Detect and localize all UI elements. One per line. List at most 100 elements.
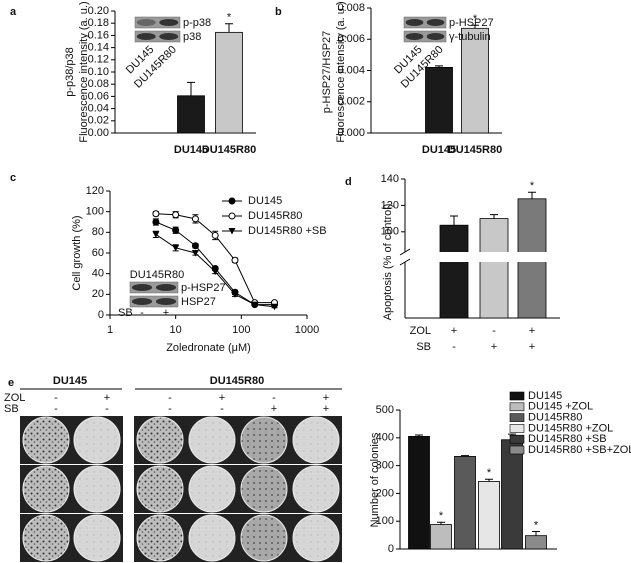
legend-label: DU145R80 +SB+ZOL — [528, 444, 631, 456]
blot-sign: + — [163, 307, 169, 319]
plate-sign: + — [104, 392, 110, 404]
band — [136, 19, 156, 26]
x-tick-label: 1 — [107, 324, 113, 336]
marker — [211, 231, 219, 239]
condition-sign: + — [529, 325, 535, 337]
y-axis-label: Fluorescence intensity (a. u.) — [335, 1, 347, 142]
panel-letter: a — [10, 6, 17, 18]
plate-sign: + — [323, 392, 329, 404]
plate — [240, 514, 288, 562]
plate-sign: - — [220, 403, 224, 415]
y-axis-label: Fluorescence intensity (a. u.) — [78, 1, 90, 142]
legend-swatch — [509, 424, 525, 433]
y-tick-label: 140 — [381, 173, 399, 185]
legend-label: DU145R80 — [248, 210, 302, 222]
plate — [292, 465, 340, 513]
band — [405, 33, 424, 40]
error-bar — [415, 434, 423, 437]
marker — [191, 250, 199, 257]
x-tick-label: DU145R80 — [448, 144, 502, 156]
y-tick-label: 60 — [92, 247, 104, 259]
significance: * — [473, 13, 478, 25]
blot-row — [134, 16, 181, 29]
x-tick-label: 100 — [232, 324, 250, 336]
error-bar — [490, 214, 498, 219]
significance: * — [534, 519, 539, 531]
legend-swatch — [509, 402, 525, 412]
y-tick-label: 0.008 — [337, 2, 365, 14]
marker — [231, 291, 239, 298]
blot-row — [403, 30, 447, 43]
marker — [152, 218, 160, 226]
plate-group: DU145R80 — [210, 375, 264, 387]
plate — [136, 514, 184, 562]
plate — [188, 514, 236, 562]
band — [159, 19, 179, 26]
y-tick-label: 400 — [376, 432, 394, 444]
legend-label: DU145R80 +SB — [248, 225, 327, 237]
marker — [172, 244, 180, 252]
marker — [271, 303, 279, 311]
y-tick-label: 0.004 — [337, 64, 365, 76]
band — [405, 19, 424, 26]
legend-marker — [228, 212, 236, 220]
plate-group: DU145 — [53, 375, 87, 387]
condition-label: SB — [416, 341, 431, 353]
band — [426, 33, 445, 40]
plate-sign: - — [54, 403, 58, 415]
blot-label: p-HSP27 — [181, 282, 226, 294]
y-tick-label: 0.06 — [88, 90, 109, 102]
condition-sign: - — [492, 325, 496, 337]
blot-label: p-p38 — [183, 17, 211, 29]
band — [155, 284, 177, 291]
error-bar — [437, 521, 445, 525]
axis-break — [399, 252, 548, 262]
y-tick-label: 80 — [92, 226, 104, 238]
panel-letter: e — [8, 377, 14, 389]
bar — [177, 95, 205, 134]
legend-label: DU145 +ZOL — [528, 401, 593, 413]
y-tick-label: 0 — [98, 309, 104, 321]
y-tick-label: 100 — [376, 515, 394, 527]
y-tick-label: 100 — [381, 226, 399, 238]
marker — [191, 215, 199, 223]
plate — [188, 465, 236, 513]
plate — [22, 416, 70, 464]
plate — [136, 465, 184, 513]
blot-label: γ-tubulin — [449, 31, 491, 43]
y-tick-label: 0.000 — [337, 127, 365, 139]
marker — [251, 301, 259, 309]
blot-row — [129, 295, 179, 308]
y-tick-label: 0.10 — [88, 66, 109, 78]
bar — [501, 439, 523, 550]
error-bar — [225, 23, 233, 33]
marker — [211, 268, 219, 276]
plate-sign: - — [272, 392, 276, 404]
y-tick-label: 100 — [86, 206, 104, 218]
bar — [425, 66, 453, 134]
bar — [454, 456, 476, 550]
plate — [73, 416, 121, 464]
bar — [408, 436, 430, 550]
y-tick-label: 200 — [376, 487, 394, 499]
y-axis-label: p-HSP27/HSP27 — [321, 31, 333, 114]
y-tick-label: 0.18 — [88, 17, 109, 29]
condition-sign: + — [451, 325, 457, 337]
y-tick-label: 0.14 — [88, 42, 109, 54]
y-tick-label: 0.02 — [88, 115, 109, 127]
significance: * — [487, 467, 492, 479]
y-tick-label: 0 — [388, 543, 394, 555]
y-tick-label: 120 — [381, 199, 399, 211]
blot-row — [403, 16, 447, 29]
bar — [461, 27, 489, 134]
error-bar — [532, 530, 540, 536]
plate — [136, 416, 184, 464]
band — [155, 298, 177, 305]
band — [136, 33, 156, 40]
blot-sign: - — [140, 307, 144, 319]
blot-label: p38 — [183, 31, 201, 43]
significance: * — [227, 12, 232, 24]
bar — [439, 224, 469, 319]
y-tick-label: 500 — [376, 404, 394, 416]
blot-title: DU145R80 — [130, 269, 184, 281]
